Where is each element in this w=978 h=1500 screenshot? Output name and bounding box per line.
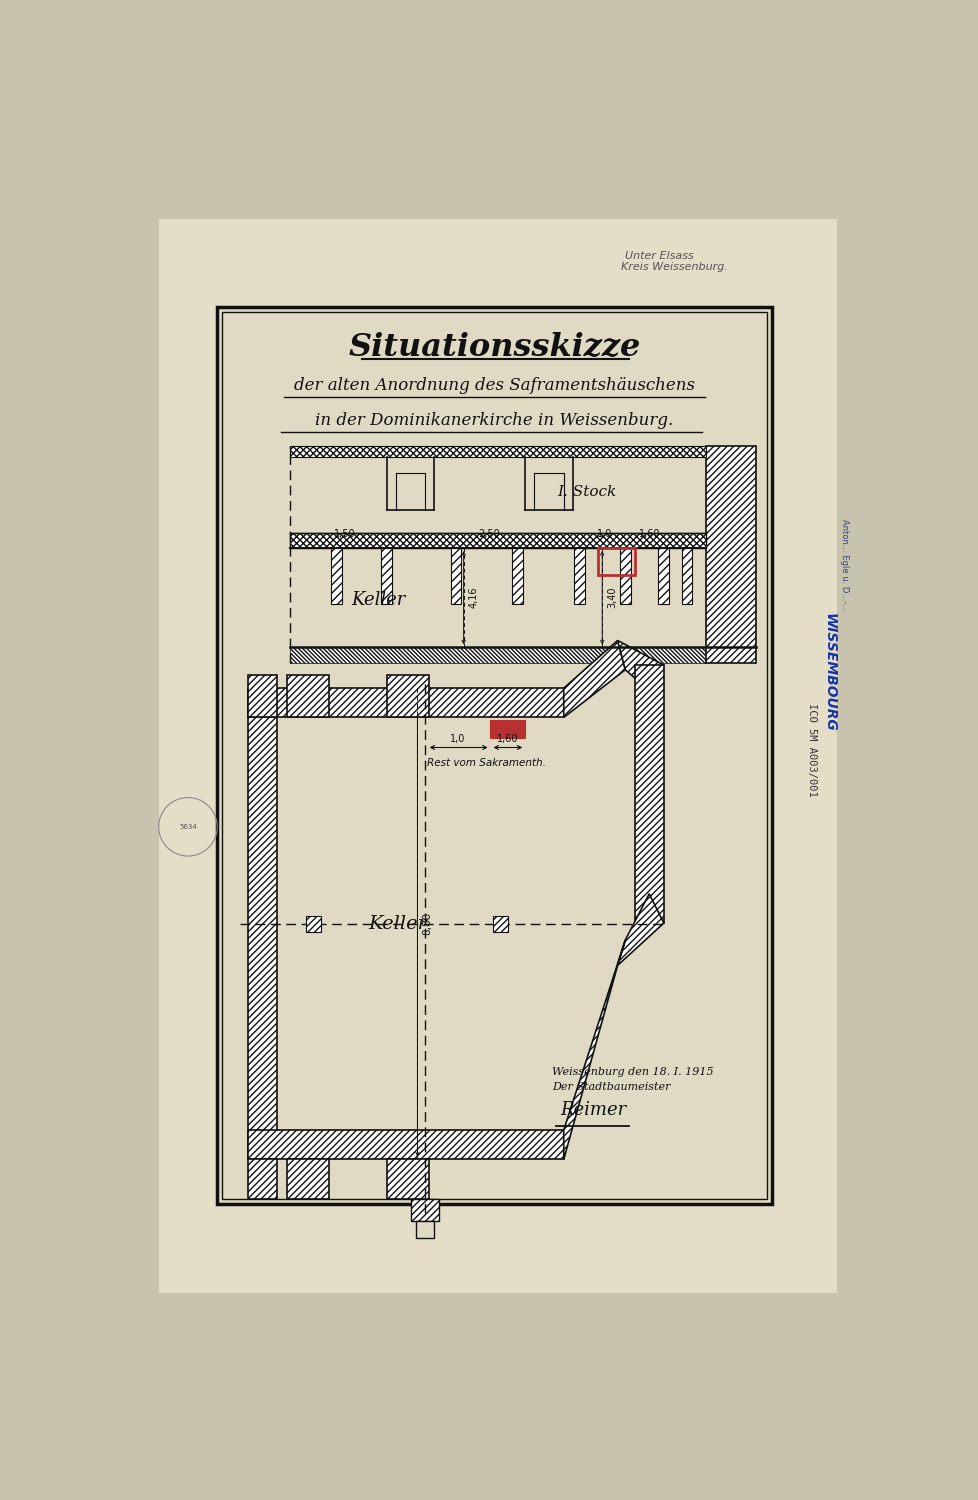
Text: 1,60: 1,60 (639, 530, 659, 538)
Text: 1,50: 1,50 (333, 530, 355, 538)
Bar (290, 446, 705, 458)
Bar (634, 664, 663, 922)
Text: Unter Elsass: Unter Elsass (625, 251, 693, 261)
Bar (331, 548, 341, 603)
Bar (511, 548, 522, 603)
Bar (490, 722, 524, 738)
Text: Keller: Keller (369, 915, 427, 933)
Bar (386, 1160, 428, 1200)
Bar (287, 675, 329, 717)
Text: 5634: 5634 (179, 824, 197, 830)
Text: 2,50: 2,50 (477, 530, 499, 538)
Polygon shape (563, 940, 625, 1160)
Text: Rest vom Sakramenth.: Rest vom Sakramenth. (427, 759, 546, 768)
Text: I. Stock: I. Stock (556, 484, 616, 500)
Bar (290, 532, 705, 548)
Bar (247, 1160, 277, 1200)
Bar (290, 648, 705, 663)
Text: 8,80: 8,80 (422, 912, 431, 936)
Bar (287, 1160, 329, 1200)
Bar (598, 548, 635, 574)
Text: Keller: Keller (351, 591, 406, 609)
Text: Anton... Egle u. D...-...: Anton... Egle u. D...-... (839, 519, 848, 610)
Text: ICO 5M A003/001: ICO 5M A003/001 (806, 704, 816, 797)
Polygon shape (617, 894, 663, 966)
Text: Weissenburg den 18. I. 1915: Weissenburg den 18. I. 1915 (552, 1066, 713, 1077)
Bar (416, 1221, 434, 1238)
Bar (705, 446, 755, 663)
Bar (573, 548, 584, 603)
Bar (411, 1200, 438, 1221)
Text: WISSEMBOURG: WISSEMBOURG (822, 614, 835, 732)
Text: in der Dominikanerkirche in Weissenburg.: in der Dominikanerkirche in Weissenburg. (315, 411, 673, 429)
Text: 3,40: 3,40 (607, 586, 617, 609)
Bar (277, 717, 563, 1130)
Text: Situationsskizze: Situationsskizze (348, 332, 640, 363)
Bar (247, 688, 277, 1160)
Bar (450, 548, 461, 603)
Bar (305, 916, 321, 932)
Bar (380, 548, 391, 603)
Bar (159, 219, 836, 1293)
Bar (222, 312, 766, 1200)
Text: 1,0: 1,0 (450, 734, 466, 744)
Text: 1,60: 1,60 (497, 734, 518, 744)
Bar (386, 675, 428, 717)
Text: der alten Anordnung des Saframentshäuschens: der alten Anordnung des Saframentshäusch… (293, 376, 694, 394)
Text: Reimer: Reimer (559, 1101, 626, 1119)
Bar (247, 1130, 563, 1160)
Text: Der Stadtbaumeister: Der Stadtbaumeister (552, 1083, 670, 1092)
Bar (217, 308, 771, 1204)
Text: 1,0: 1,0 (596, 530, 611, 538)
Bar (681, 548, 691, 603)
Text: Kreis Weissenburg.: Kreis Weissenburg. (621, 262, 728, 273)
Polygon shape (563, 640, 625, 717)
Bar (619, 548, 630, 603)
Bar (247, 675, 277, 717)
Text: 4,16: 4,16 (468, 586, 478, 609)
Bar (247, 688, 563, 717)
Polygon shape (617, 640, 663, 690)
Bar (492, 916, 508, 932)
Bar (658, 548, 669, 603)
